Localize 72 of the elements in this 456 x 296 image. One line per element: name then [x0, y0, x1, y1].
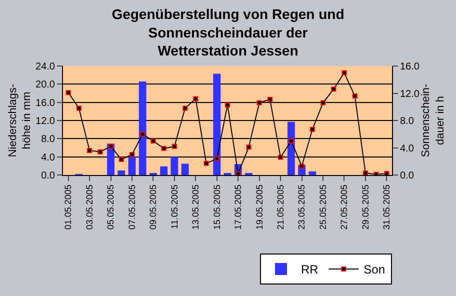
bar — [213, 74, 221, 175]
y-tick-label: 16.0 — [36, 98, 56, 109]
point — [310, 126, 315, 132]
x-tick-label: 07.05.2005 — [126, 184, 137, 230]
bar — [128, 156, 136, 175]
x-tick-label: 17.05.2005 — [233, 184, 244, 230]
x-tick-label: 13.05.2005 — [190, 184, 201, 230]
y-tick-label: 24.0 — [36, 62, 56, 72]
x-tick-label: 09.05.2005 — [148, 184, 158, 230]
point — [246, 144, 252, 150]
y2-tick-label: 12.0 — [400, 88, 420, 100]
y2-axis-title: Sonnenschein- dauer in h — [420, 83, 446, 158]
x-tick-label: 19.05.2005 — [254, 184, 264, 230]
legend-label: Son — [364, 262, 386, 277]
point — [288, 138, 294, 144]
y2-tick-label: 0.0 — [400, 170, 414, 182]
point — [352, 93, 358, 98]
x-tick-label: 15.05.2005 — [212, 184, 222, 230]
point — [331, 86, 336, 92]
y-axis-title: Niederschlags- höhe in mm — [6, 83, 34, 158]
point — [129, 152, 134, 158]
point — [362, 170, 368, 175]
x-tick-label: 03.05.2005 — [84, 184, 94, 230]
y-tick-label: 20.0 — [36, 80, 56, 91]
y-tick-label: 0.0 — [41, 170, 56, 182]
point — [267, 96, 272, 102]
point — [172, 144, 177, 149]
point — [204, 160, 209, 166]
x-tick-label: 27.05.2005 — [339, 184, 350, 230]
bar — [287, 122, 295, 175]
point — [342, 70, 347, 76]
point — [66, 90, 71, 96]
point — [87, 148, 92, 153]
x-tick-label: 25.05.2005 — [318, 184, 328, 230]
point — [76, 106, 82, 111]
point — [236, 171, 241, 175]
y-tick-label: 8.0 — [41, 134, 56, 146]
y-tick-label: 4.0 — [41, 152, 56, 164]
point — [150, 138, 156, 144]
chart-title: Gegenüberstellung von Regen und Sonnenscheindauer der Wetterstation Jessen — [112, 6, 344, 59]
x-tick-label: 29.05.2005 — [360, 184, 370, 230]
point — [320, 100, 326, 106]
point — [108, 144, 114, 149]
x-tick-label: 31.05.2005 — [382, 184, 392, 230]
point — [214, 156, 220, 162]
y2-tick-label: 8.0 — [400, 116, 414, 127]
bar — [160, 166, 168, 175]
point — [278, 154, 284, 160]
point — [299, 164, 304, 169]
point — [182, 106, 188, 111]
point — [140, 132, 146, 137]
x-tick-label: 05.05.2005 — [106, 184, 116, 230]
bar — [181, 164, 189, 175]
point — [384, 171, 390, 175]
point — [193, 96, 198, 102]
bar — [118, 170, 126, 175]
point — [118, 156, 124, 162]
point — [98, 149, 103, 154]
x-tick-label: 23.05.2005 — [296, 184, 307, 230]
bar — [170, 156, 178, 175]
y2-tick-label: 4.0 — [400, 143, 414, 154]
point — [225, 102, 230, 108]
x-tick-label: 21.05.2005 — [275, 184, 286, 230]
legend-label: RR — [301, 262, 319, 277]
point — [161, 146, 166, 151]
x-tick-label: 01.05.2005 — [63, 184, 74, 230]
y-tick-label: 12.0 — [36, 116, 56, 127]
bar — [308, 171, 316, 175]
x-tick-label: 11.05.2005 — [169, 184, 180, 229]
y2-tick-label: 16.0 — [400, 62, 420, 72]
point — [256, 100, 262, 106]
bar — [138, 81, 146, 175]
